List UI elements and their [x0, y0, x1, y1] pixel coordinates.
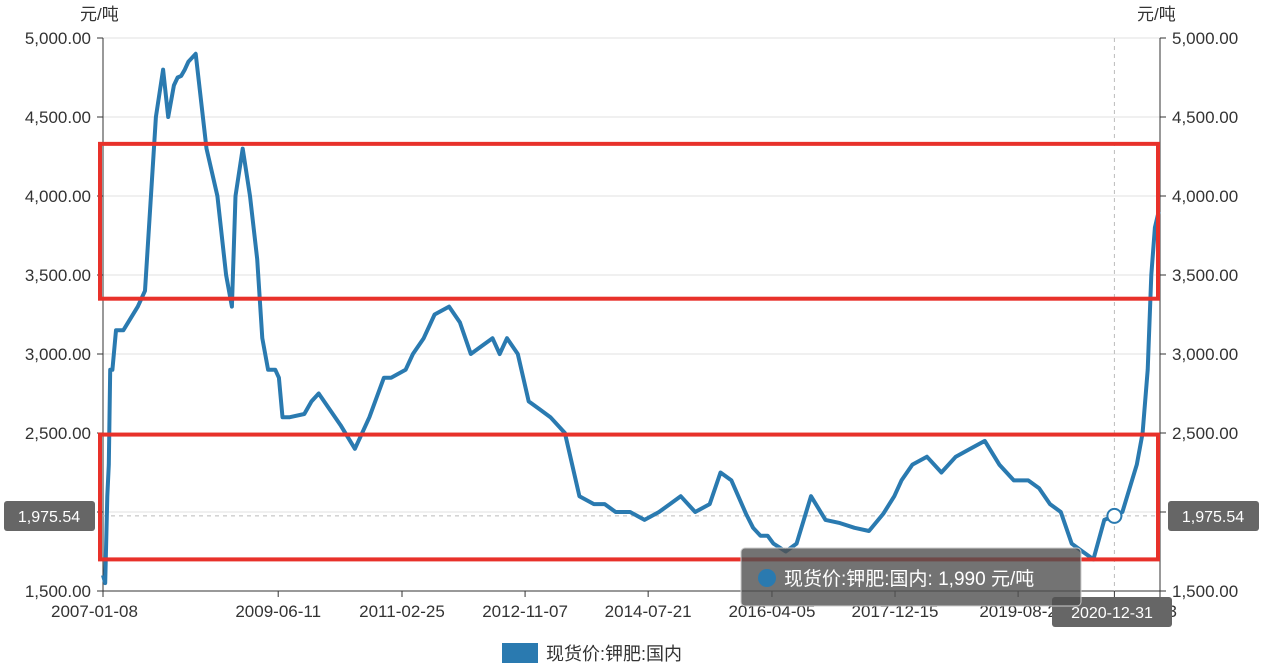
highlight-box [98, 141, 1160, 301]
right-y-tick-label: 2,500.00 [1172, 424, 1238, 443]
left-value-tag-bg [4, 501, 95, 531]
left-y-unit-label: 元/吨 [80, 5, 119, 24]
legend-label: 现货价:钾肥:国内 [546, 644, 682, 664]
right-y-tick-label: 4,500.00 [1172, 108, 1238, 127]
right-y-tick-label: 3,500.00 [1172, 266, 1238, 285]
right-value-tag: 1,975.54 [1168, 501, 1259, 531]
highlight-boxes [98, 141, 1160, 562]
right-y-tick-label: 5,000.00 [1172, 29, 1238, 48]
hover-point [1106, 507, 1123, 524]
x-tick-label: 2009-06-11 [235, 602, 321, 621]
tooltip-bg [740, 547, 1082, 607]
x-tick-label: 2019-08-2 [979, 602, 1057, 621]
grid-lines [103, 37, 1160, 513]
right-y-tick-label: 1,500.00 [1172, 582, 1238, 601]
x-ticks: 2007-01-08 2009-06-11 2011-02-25 2012-11-07… [51, 591, 1177, 621]
x-tick-label: 2011-02-25 [359, 602, 445, 621]
x-tick-label: 2017-12-15 [852, 602, 939, 621]
tooltip-series-marker [758, 569, 776, 587]
legend-swatch [502, 643, 538, 663]
right-value-tag-text: 1,975.54 [1182, 509, 1244, 526]
left-y-tick-label: 3,000.00 [25, 345, 91, 364]
x-date-tag-bg [1052, 597, 1172, 627]
right-y-unit-label: 元/吨 [1137, 5, 1176, 24]
left-y-tick-label: 1,500.00 [25, 582, 91, 601]
left-value-tag-text: 1,975.54 [18, 509, 80, 526]
left-y-tick-label: 4,500.00 [25, 108, 91, 127]
left-y-tick-label: 5,000.00 [25, 29, 91, 48]
tooltip-text: 现货价:钾肥:国内: 1,990 元/吨 [784, 568, 1034, 590]
right-y-tick-label: 4,000.00 [1172, 187, 1238, 206]
left-value-tag: 1,975.54 [4, 501, 95, 531]
series-line-potash-price [101, 51, 1161, 586]
x-tick-label: 2016-04-05 [728, 602, 815, 621]
tooltip: 现货价:钾肥:国内: 1,990 元/吨 [740, 547, 1082, 607]
highlight-box [98, 432, 1160, 562]
x-date-tag: 2020-12-31 [1052, 597, 1172, 627]
left-y-tick-label: 4,000.00 [25, 187, 91, 206]
x-tick-label: 2007-01-08 [51, 602, 138, 621]
right-y-tick-label: 3,000.00 [1172, 345, 1238, 364]
x-tick-label: 2014-07-21 [605, 602, 692, 621]
x-date-tag-text: 2020-12-31 [1071, 605, 1153, 622]
left-y-tick-label: 2,500.00 [25, 424, 91, 443]
legend[interactable]: 现货价:钾肥:国内 [502, 643, 682, 664]
left-y-tick-label: 3,500.00 [25, 266, 91, 285]
x-tick-label: 2012-11-07 [482, 602, 568, 621]
right-value-tag-bg [1168, 501, 1259, 531]
